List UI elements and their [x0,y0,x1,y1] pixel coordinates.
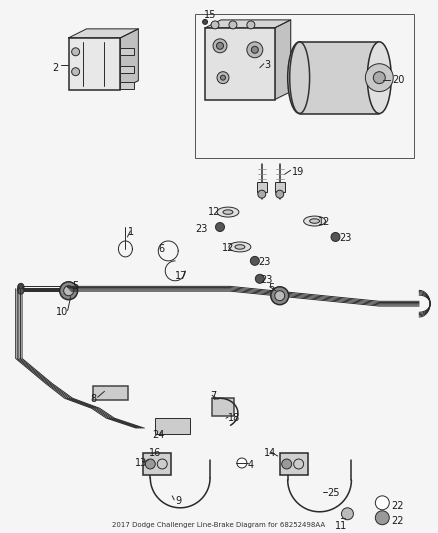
Bar [69,38,120,90]
Ellipse shape [288,42,311,114]
Text: 11: 11 [335,521,347,531]
Circle shape [213,39,227,53]
Text: 10: 10 [56,306,68,317]
Text: 19: 19 [292,167,304,177]
Text: 5: 5 [73,281,79,291]
Circle shape [293,459,304,469]
Circle shape [229,21,237,29]
Circle shape [276,190,284,198]
Circle shape [247,21,255,29]
Text: 5: 5 [268,283,274,293]
Text: 22: 22 [391,516,404,526]
Circle shape [18,284,24,289]
Text: 8: 8 [91,394,97,405]
Text: 17: 17 [175,271,187,281]
Circle shape [342,508,353,520]
Ellipse shape [223,210,233,214]
Circle shape [275,290,285,301]
Text: 22: 22 [391,501,404,511]
Text: 4: 4 [248,460,254,470]
Circle shape [258,190,266,198]
Circle shape [375,496,389,510]
Bar [205,28,275,100]
Text: 23: 23 [258,257,270,267]
Circle shape [247,42,263,58]
Circle shape [18,285,24,290]
Circle shape [365,64,393,92]
Ellipse shape [217,207,239,217]
Text: 7: 7 [210,391,216,401]
Bar [280,453,307,475]
Text: 14: 14 [264,448,276,458]
Bar [155,418,190,434]
Text: 12: 12 [318,217,330,227]
Bar [120,48,134,55]
Text: 23: 23 [260,275,272,285]
Text: 2017 Dodge Challenger Line-Brake Diagram for 68252498AA: 2017 Dodge Challenger Line-Brake Diagram… [113,522,325,528]
Circle shape [237,458,247,468]
Bar [92,386,128,400]
Text: 13: 13 [135,458,148,468]
Ellipse shape [310,219,320,223]
Circle shape [72,68,80,76]
Circle shape [251,46,258,53]
Circle shape [60,282,78,300]
Polygon shape [120,29,138,90]
Bar [275,182,285,192]
Circle shape [202,19,208,25]
Text: 20: 20 [392,75,405,85]
Circle shape [157,459,167,469]
Text: 25: 25 [328,488,340,498]
Circle shape [216,42,223,49]
Polygon shape [69,29,138,38]
Bar [257,182,267,192]
Circle shape [375,511,389,524]
Ellipse shape [229,242,251,252]
Circle shape [217,72,229,84]
Circle shape [331,232,340,241]
Circle shape [271,287,289,305]
Polygon shape [275,20,291,100]
Text: 3: 3 [265,60,271,70]
Ellipse shape [367,42,391,114]
Bar [195,14,414,158]
Text: 6: 6 [158,244,164,254]
Polygon shape [205,20,291,28]
Circle shape [282,459,292,469]
Circle shape [18,288,24,294]
Circle shape [220,75,226,80]
Text: 23: 23 [195,224,208,234]
Circle shape [64,286,74,296]
Bar [120,82,134,88]
Circle shape [373,72,385,84]
Bar [300,42,379,114]
Text: 12: 12 [208,207,220,217]
Bar [120,66,134,72]
Circle shape [215,223,225,231]
Ellipse shape [304,216,325,226]
Circle shape [211,21,219,29]
Text: 15: 15 [204,10,216,20]
Circle shape [72,48,80,56]
Text: 16: 16 [149,448,162,458]
Circle shape [251,256,259,265]
Circle shape [145,459,155,469]
Text: 12: 12 [222,243,234,253]
Bar [143,453,171,475]
Bar [212,398,234,416]
Text: 18: 18 [228,413,240,423]
Circle shape [18,287,24,293]
Text: 9: 9 [175,496,181,506]
Circle shape [255,274,264,283]
Text: 24: 24 [152,430,165,440]
Text: 2: 2 [53,63,59,72]
Ellipse shape [235,245,245,249]
Text: 1: 1 [128,227,134,237]
Text: 23: 23 [339,233,352,243]
Circle shape [18,286,24,292]
